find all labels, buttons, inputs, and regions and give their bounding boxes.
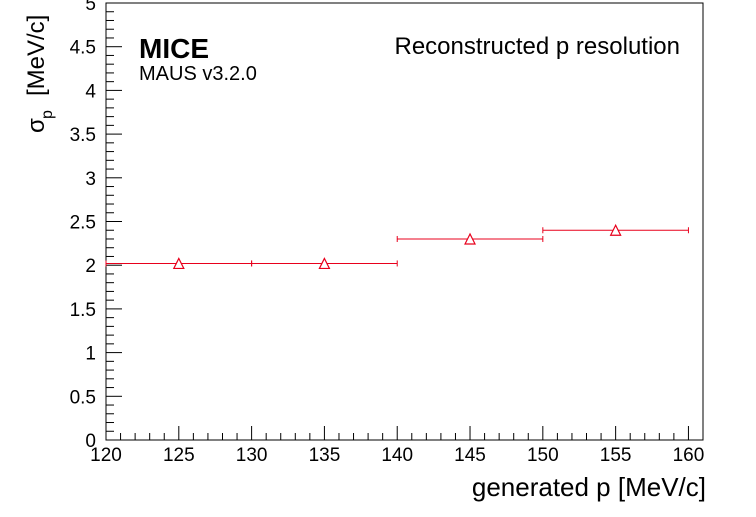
data-point xyxy=(464,232,476,245)
y-tick-label: 1.5 xyxy=(70,300,96,321)
y-tick-label: 2 xyxy=(85,256,96,277)
y-tick-label: 4.5 xyxy=(70,38,96,59)
y-tick-label: 1 xyxy=(85,344,96,365)
x-tick-label: 120 xyxy=(90,445,122,466)
y-tick-label: 3.5 xyxy=(70,125,96,146)
y-axis-label: σ p [MeV/c] xyxy=(23,15,56,133)
data-point xyxy=(609,223,622,236)
x-tick-label: 160 xyxy=(673,445,705,466)
experiment-label: MICE xyxy=(139,33,209,64)
data-layer xyxy=(105,223,689,270)
x-tick-label: 145 xyxy=(454,445,486,466)
y-tick-label: 0.5 xyxy=(70,387,96,408)
x-tick-label: 155 xyxy=(600,445,632,466)
y-tick-label: 2.5 xyxy=(70,213,96,234)
y-axis-subscript: p xyxy=(39,110,56,119)
y-tick-label: 4 xyxy=(85,81,96,102)
x-tick-label: 130 xyxy=(236,445,268,466)
software-label: MAUS v3.2.0 xyxy=(139,63,257,85)
x-tick-labels: 120 125 130 135 140 145 150 155 160 xyxy=(90,445,704,466)
x-axis-label: generated p [MeV/c] xyxy=(472,472,706,502)
y-tick-label: 3 xyxy=(85,169,96,190)
x-tick-label: 150 xyxy=(527,445,559,466)
y-tick-labels: 0 0.5 1 1.5 2 2.5 3 3.5 4 4.5 5 xyxy=(70,0,97,452)
x-tick-label: 135 xyxy=(309,445,341,466)
y-tick-label: 0 xyxy=(85,431,96,452)
x-major-ticks xyxy=(105,426,689,440)
y-tick-label: 5 xyxy=(85,0,96,15)
y-major-ticks xyxy=(106,2,122,441)
data-point xyxy=(172,257,185,270)
y-axis-symbol: σ xyxy=(23,118,50,133)
x-minor-ticks xyxy=(120,433,704,440)
x-tick-label: 140 xyxy=(381,445,413,466)
data-point xyxy=(318,257,331,270)
y-axis-unit: [MeV/c] xyxy=(23,15,50,96)
x-tick-label: 125 xyxy=(163,445,195,466)
y-minor-ticks xyxy=(106,11,114,432)
chart-title: Reconstructed p resolution xyxy=(395,33,681,60)
